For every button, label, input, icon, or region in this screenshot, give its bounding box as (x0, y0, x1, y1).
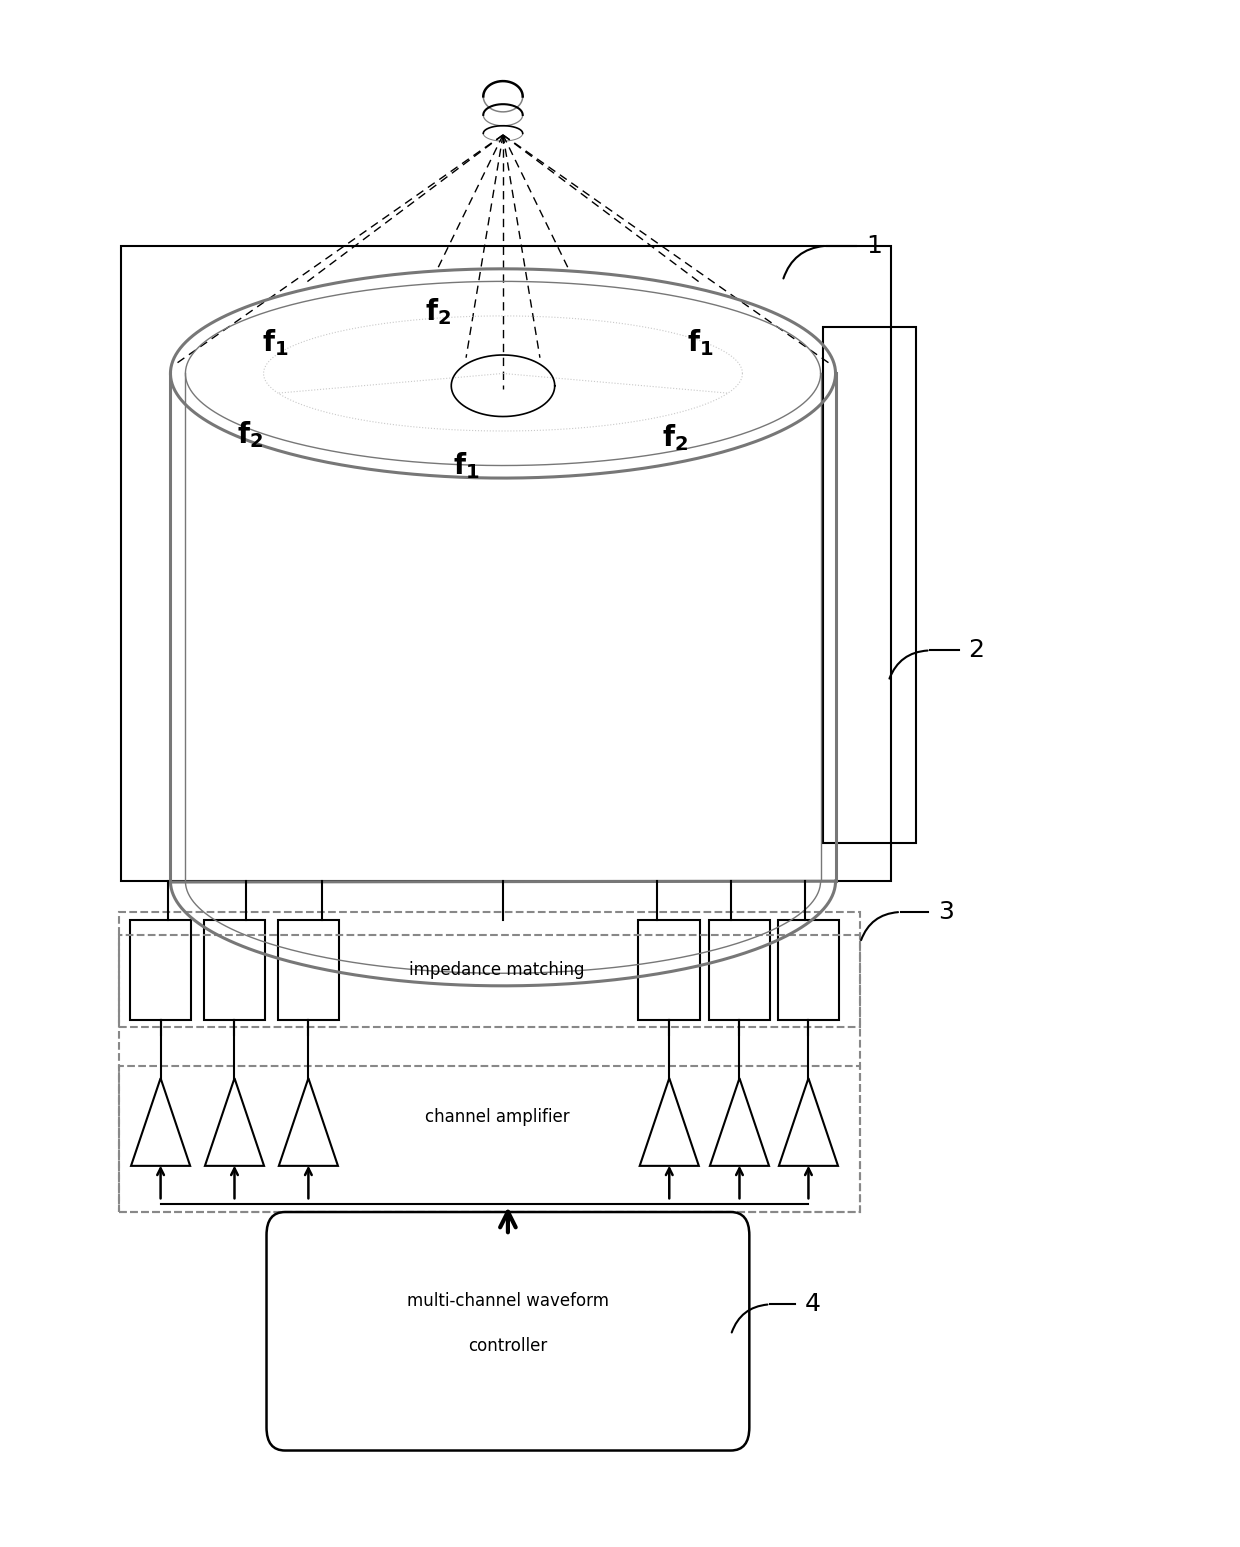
Bar (823, 328, 915, 843)
Bar (777, 919, 839, 1019)
Text: $\mathbf{f_1}$: $\mathbf{f_1}$ (262, 328, 289, 357)
Text: $\mathbf{f_2}$: $\mathbf{f_2}$ (424, 297, 451, 328)
Text: $\mathbf{f_1}$: $\mathbf{f_1}$ (687, 328, 713, 357)
Bar (119, 934, 861, 1211)
Text: 2: 2 (968, 639, 985, 662)
Bar (119, 913, 861, 1027)
Text: 4: 4 (805, 1292, 821, 1316)
Text: 3: 3 (937, 900, 954, 924)
Bar (122, 246, 892, 882)
Text: $\mathbf{f_1}$: $\mathbf{f_1}$ (453, 450, 480, 481)
Text: multi-channel waveform: multi-channel waveform (407, 1292, 609, 1310)
Text: $\mathbf{f_2}$: $\mathbf{f_2}$ (662, 422, 688, 453)
Text: impedance matching: impedance matching (409, 961, 584, 979)
Text: channel amplifier: channel amplifier (424, 1108, 569, 1126)
Bar (639, 919, 701, 1019)
FancyBboxPatch shape (267, 1211, 749, 1451)
Bar (130, 919, 191, 1019)
Bar (709, 919, 770, 1019)
Bar (203, 919, 265, 1019)
Text: controller: controller (469, 1337, 548, 1355)
Bar (119, 1066, 861, 1211)
Bar (278, 919, 340, 1019)
Text: 1: 1 (867, 234, 882, 258)
Text: $\mathbf{f_2}$: $\mathbf{f_2}$ (237, 419, 264, 450)
